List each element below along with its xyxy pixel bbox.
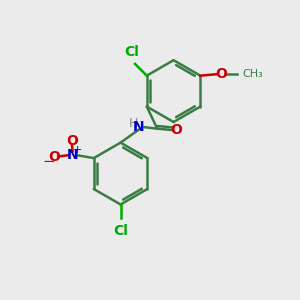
Text: Cl: Cl xyxy=(113,224,128,238)
Text: Cl: Cl xyxy=(124,45,140,59)
Text: CH₃: CH₃ xyxy=(242,69,263,79)
Text: N: N xyxy=(67,148,78,162)
Text: +: + xyxy=(73,145,82,155)
Text: O: O xyxy=(215,67,227,81)
Text: N: N xyxy=(133,120,145,134)
Text: O: O xyxy=(170,123,182,137)
Text: O: O xyxy=(48,150,60,164)
Text: O: O xyxy=(66,134,78,148)
Text: H: H xyxy=(129,117,138,130)
Text: −: − xyxy=(43,154,56,169)
